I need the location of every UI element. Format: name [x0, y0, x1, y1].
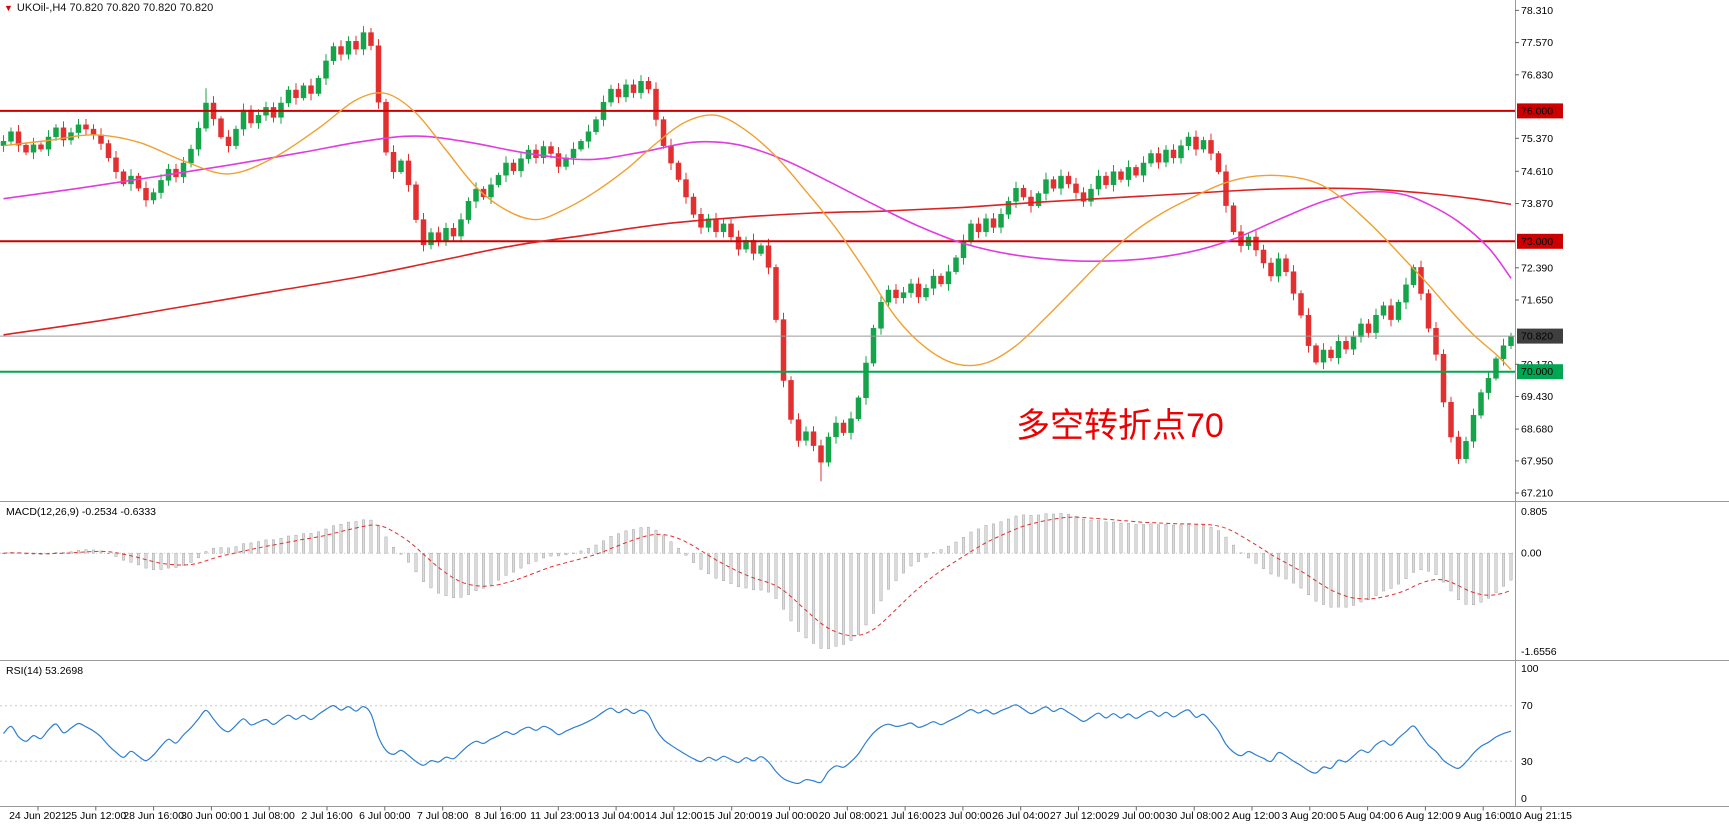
- time-axis-label: 15 Jul 20:00: [703, 810, 760, 822]
- time-axis-label: 29 Jul 00:00: [1108, 810, 1165, 822]
- price-tick-label: 77.570: [1521, 37, 1553, 49]
- rsi-axis-label: 70: [1521, 700, 1533, 712]
- time-axis-label: 20 Jul 08:00: [819, 810, 876, 822]
- time-axis-label: 6 Aug 12:00: [1397, 810, 1453, 822]
- symbol-header: ▼ UKOil-,H4 70.820 70.820 70.820 70.820: [4, 2, 213, 14]
- time-axis-label: 8 Jul 16:00: [475, 810, 527, 822]
- time-axis-label: 30 Jul 08:00: [1166, 810, 1223, 822]
- price-tick-label: 68.680: [1521, 424, 1553, 436]
- time-axis-label: 24 Jun 2021: [9, 810, 67, 822]
- slow-ma-line: [3, 187, 1512, 336]
- time-axis-label: 2 Aug 12:00: [1224, 810, 1280, 822]
- price-level-badge: [1517, 233, 1563, 249]
- symbol-marker-icon: ▼: [4, 3, 13, 13]
- price-tick-label: 76.830: [1521, 69, 1553, 81]
- price-level-badge: [1517, 364, 1563, 380]
- rsi-line: [3, 704, 1512, 785]
- rsi-axis-label: 0: [1521, 793, 1527, 805]
- price-tick-label: 67.950: [1521, 455, 1553, 467]
- time-axis-label: 25 Jun 12:00: [65, 810, 126, 822]
- price-tick-label: 74.610: [1521, 166, 1553, 178]
- macd-axis-label: -1.6556: [1521, 646, 1557, 658]
- price-level-badge: [1517, 328, 1563, 344]
- time-axis-label: 11 Jul 23:00: [530, 810, 587, 822]
- macd-axis-label: 0.805: [1521, 506, 1547, 518]
- time-axis-label: 26 Jul 04:00: [992, 810, 1049, 822]
- time-axis-label: 1 Jul 08:00: [244, 810, 296, 822]
- price-tick-label: 67.210: [1521, 488, 1553, 500]
- rsi-axis-label: 100: [1521, 663, 1539, 675]
- time-axis-label: 13 Jul 04:00: [587, 810, 644, 822]
- macd-signal-line: [3, 516, 1512, 637]
- time-axis-label: 27 Jul 12:00: [1050, 810, 1107, 822]
- time-axis-label: 19 Jul 00:00: [761, 810, 818, 822]
- time-axis-label: 30 Jun 00:00: [181, 810, 242, 822]
- indicator-panels-layer: 0.805 0.00 -1.6556 100 70 30 0: [0, 506, 1557, 805]
- price-level-badge-label: 70.000: [1521, 366, 1553, 378]
- fast-ma-line: [3, 92, 1512, 371]
- time-axis-label: 14 Jul 12:00: [645, 810, 702, 822]
- time-axis-label: 7 Jul 08:00: [417, 810, 469, 822]
- moving-averages-layer: [3, 92, 1512, 371]
- price-levels-layer: [0, 109, 1515, 373]
- rsi-indicator-label: RSI(14) 53.2698: [6, 665, 84, 677]
- price-level-badge-label: 76.000: [1521, 105, 1553, 117]
- price-level-badge: [1517, 103, 1563, 119]
- price-tick-label: 75.370: [1521, 133, 1553, 145]
- time-axis-label: 6 Jul 00:00: [359, 810, 411, 822]
- rsi-axis-label: 30: [1521, 756, 1533, 768]
- macd-indicator-label: MACD(12,26,9) -0.2534 -0.6333: [6, 506, 156, 518]
- time-axis-label: 10 Aug 21:15: [1510, 810, 1572, 822]
- price-tick-label: 71.650: [1521, 295, 1553, 307]
- price-tick-label: 72.390: [1521, 262, 1553, 274]
- price-tick-label: 69.430: [1521, 391, 1553, 403]
- candles-layer: [0, 26, 1514, 482]
- price-tick-label: 78.310: [1521, 5, 1553, 17]
- time-axis-label: 3 Aug 20:00: [1282, 810, 1338, 822]
- price-tick-label: 73.870: [1521, 198, 1553, 210]
- price-level-badge-label: 73.000: [1521, 236, 1553, 248]
- time-axis-label: 23 Jul 00:00: [934, 810, 991, 822]
- time-axis-label: 2 Jul 16:00: [301, 810, 353, 822]
- time-axis-label: 9 Aug 16:00: [1455, 810, 1511, 822]
- time-axis-label: 21 Jul 16:00: [876, 810, 933, 822]
- price-level-badge-label: 70.820: [1521, 331, 1553, 343]
- medium-ma-line: [3, 135, 1512, 279]
- time-axis-label: 28 Jun 16:00: [123, 810, 184, 822]
- macd-axis-label: 0.00: [1521, 548, 1542, 560]
- symbol-ohlc-label: UKOil-,H4 70.820 70.820 70.820 70.820: [16, 2, 214, 14]
- time-axis-label: 5 Aug 04:00: [1340, 810, 1396, 822]
- chart-annotation-text: 多空转折点70: [1016, 407, 1224, 445]
